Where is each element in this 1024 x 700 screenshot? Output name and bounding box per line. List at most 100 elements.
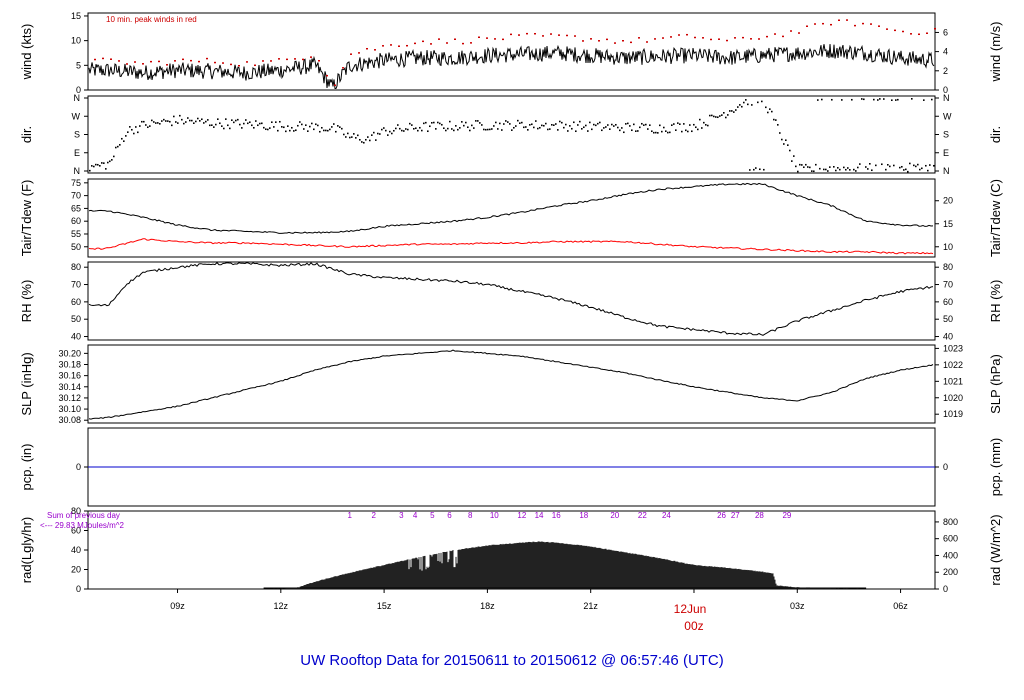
dir-point (415, 127, 417, 130)
dir-point (311, 122, 313, 125)
slp-ylabel-left: SLP (inHg) (19, 352, 34, 415)
dir-point (295, 129, 297, 132)
wind-tick-label-left: 10 (71, 36, 81, 46)
page-title: UW Rooftop Data for 20150611 to 20150612… (300, 652, 724, 669)
slp-frame (87, 344, 936, 424)
dir-point (725, 116, 727, 119)
dir-point (103, 162, 105, 164)
dir-point (533, 126, 535, 129)
wind-peak-point (894, 29, 896, 32)
dir-point (823, 168, 825, 171)
pcp-tick-label-right: 0 (943, 462, 948, 472)
dir-point (191, 119, 193, 122)
dir-point (167, 120, 169, 122)
dir-frame (87, 95, 936, 174)
wind-peak-point (182, 58, 184, 61)
wind-peak-point (294, 58, 296, 60)
dir-tick-label-left: N (74, 166, 81, 176)
wind-peak-point (374, 49, 376, 51)
dir-point (625, 123, 627, 125)
dir-point (799, 163, 801, 166)
dir-point (615, 123, 617, 126)
dir-point (875, 164, 877, 167)
dir-point (759, 168, 761, 171)
dir-point (271, 121, 273, 124)
dir-point (565, 123, 567, 126)
temp-tick-label-right: 15 (943, 219, 953, 229)
dir-point (777, 124, 779, 126)
rad-tick-label-left: 20 (71, 565, 81, 575)
dir-point (379, 133, 381, 135)
dir-point (545, 122, 547, 125)
dir-point (117, 145, 119, 148)
dir-point (161, 120, 163, 122)
dir-point (733, 111, 735, 113)
x-tick-label: 21z (583, 601, 598, 611)
dir-point (819, 167, 821, 170)
dir-point (489, 128, 491, 131)
dir-point (175, 121, 177, 123)
dir-point (487, 128, 489, 131)
dir-point (547, 128, 549, 131)
dir-point (553, 124, 555, 126)
wind-peak-point (150, 60, 152, 63)
dir-point (531, 123, 533, 126)
dir-point (409, 122, 411, 125)
dir-point (575, 130, 577, 133)
dir-point (459, 127, 461, 129)
panel-wind: wind (kts) wind (m/s) 0 5 10 15 0 2 4 6 10 min. pe… (19, 11, 1003, 95)
slp-tick-label-left: 30.20 (58, 348, 81, 358)
wind-peak-point (270, 60, 272, 62)
dir-point (223, 127, 225, 130)
dir-point (163, 118, 165, 121)
wind-peak-point (246, 61, 248, 63)
dir-point (451, 128, 453, 130)
wind-peak-point (302, 58, 304, 61)
dir-point (187, 117, 189, 119)
dir-point (659, 124, 661, 127)
dir-point (115, 146, 117, 149)
wind-peak-point (118, 60, 120, 62)
dir-point (765, 106, 767, 109)
wind-tick-label-left: 5 (76, 60, 81, 70)
x-tick-label: 09z (170, 601, 185, 611)
rh-tick-label-right: 60 (943, 297, 953, 307)
wind-peak-point (134, 61, 136, 63)
wind-peak-point (822, 22, 824, 25)
wind-tick-label-right: 2 (943, 66, 948, 76)
wind-peak-point (918, 33, 920, 36)
dir-point (755, 167, 757, 169)
wind-peak-point (366, 47, 368, 50)
dir-point (453, 129, 455, 132)
dir-point (901, 165, 903, 168)
dir-point (213, 126, 215, 128)
dir-point (703, 121, 705, 124)
dir-point (789, 149, 791, 152)
dir-point (135, 126, 137, 128)
dir-point (195, 120, 197, 123)
wind-peak-point (438, 38, 440, 40)
dir-tick-label-left: W (72, 111, 81, 121)
dir-point (243, 122, 245, 125)
dir-point (747, 103, 749, 106)
dir-point (359, 138, 361, 141)
dir-point (395, 127, 397, 130)
dir-point (663, 126, 665, 129)
dir-point (319, 130, 321, 133)
wind-peak-point (158, 60, 160, 63)
dir-point (671, 124, 673, 127)
dir-point (549, 128, 551, 130)
dir-point (871, 169, 873, 172)
rh-tick-label-right: 70 (943, 280, 953, 290)
wind-peak-point (350, 53, 352, 55)
rad-hour-label: 4 (413, 511, 418, 520)
dir-point (387, 134, 389, 136)
dir-point (339, 126, 341, 128)
wind-peak-point (654, 38, 656, 40)
wind-peak-point (878, 25, 880, 27)
rad-bars (273, 541, 859, 589)
rad-hour-label: 24 (662, 511, 671, 520)
dir-point (289, 129, 291, 132)
dir-point (245, 119, 247, 121)
dir-point (591, 128, 593, 131)
